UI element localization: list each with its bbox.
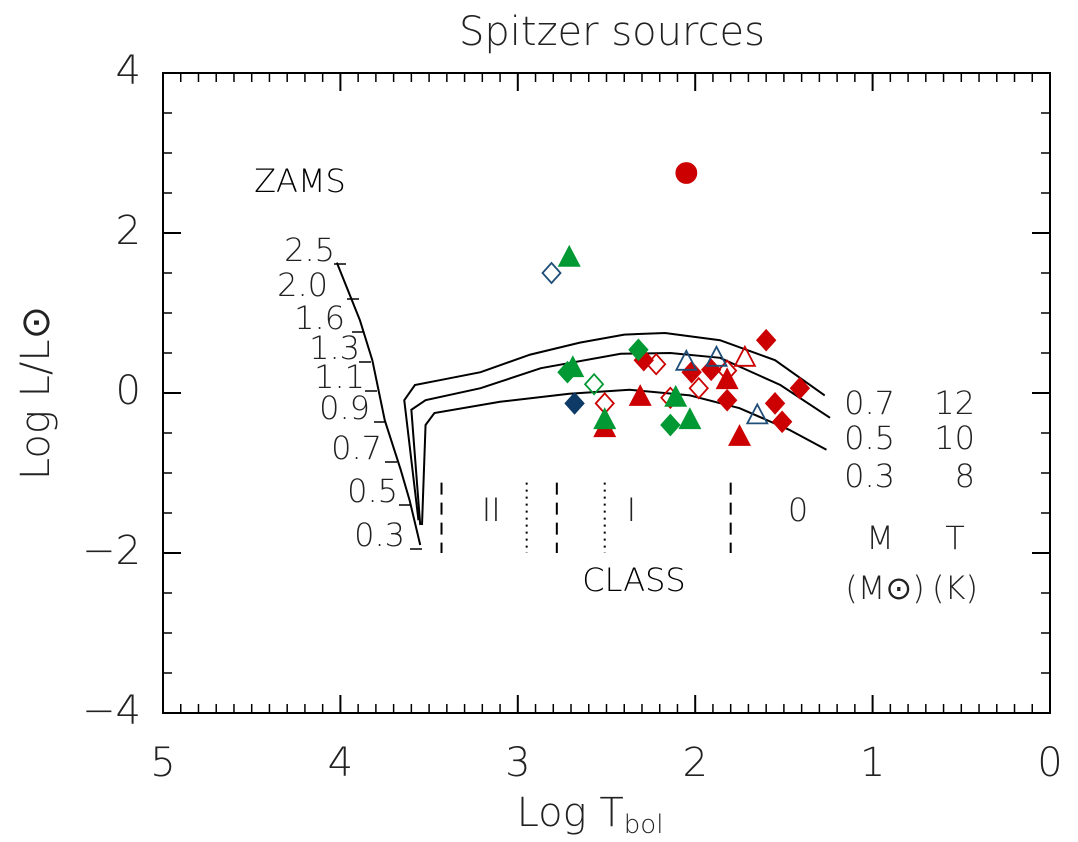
data-point [628,384,652,406]
track-temp-label: 12 [934,384,975,422]
data-point [628,338,649,362]
class-name: I [627,491,636,529]
data-point [688,376,709,400]
x-tick-label: 0 [1037,740,1062,786]
x-tick-label: 5 [150,740,175,786]
data-point [716,388,738,412]
zams-mass-label: 0.5 [347,472,398,510]
data-point [664,384,688,407]
data-point [660,413,681,437]
data-point [733,344,757,367]
zams-mass-label: 2.5 [284,231,335,269]
zams-line [335,262,422,546]
data-point [557,244,581,267]
data-point [678,407,702,430]
data-point [789,376,811,400]
x-tick-label: 1 [860,740,885,786]
y-tick-label: 4 [116,48,141,94]
x-tick-label: 3 [505,740,530,786]
x-label-sub: bol [624,810,664,840]
x-tick-label: 4 [328,740,353,786]
zams-mass-label: 2.0 [277,266,328,304]
class-name: 0 [788,491,808,529]
zams-mass-label: 1.6 [294,299,345,337]
isochrone-track [403,331,826,521]
data-point [764,392,786,415]
zams-mass-label: 1.3 [309,329,360,367]
data-point [704,344,728,367]
x-tick-label: 2 [682,740,707,786]
data-point [564,392,585,415]
data-point [745,402,769,425]
data-point [728,424,752,446]
class-name: II [482,491,501,529]
track-temp-label: 8 [955,457,975,495]
temp-header: T [945,519,965,557]
isochrone-track [410,351,831,526]
data-point [771,410,793,434]
data-point [674,348,698,371]
class-label: CLASS [582,561,685,599]
zams-mass-label: 0.3 [354,516,405,554]
zams-mass-label: 0.9 [319,389,370,427]
zams-mass-label: 0.7 [331,429,382,467]
data-point [675,162,698,184]
data-point [583,372,605,396]
mass-unit: (M⊙) [845,569,924,607]
x-axis-label: Log Tbol [517,790,664,840]
data-point [681,360,702,384]
y-tick-label: 0 [116,368,141,414]
data-point [700,358,722,382]
data-point [593,407,617,430]
data-point [557,360,578,384]
y-tick-label: 2 [116,208,141,254]
zams-mass-label: 1.1 [314,358,365,396]
data-point [541,261,562,285]
temp-unit: (K) [932,569,978,607]
y-tick-label: −4 [82,688,141,734]
y-axis-label: Log L/L⊙ [13,306,59,480]
y-tick-label: −2 [82,528,141,574]
track-temp-label: 10 [934,419,975,457]
x-label-main: Log T [517,790,624,836]
data-point [715,367,739,390]
data-point [645,352,667,376]
mass-header: M [866,519,894,557]
data-point [755,328,777,352]
track-mass-label: 0.7 [844,384,895,422]
track-mass-label: 0.3 [844,457,895,495]
chart-title: Spitzer sources [459,9,765,55]
zams-label: ZAMS [254,162,346,200]
track-mass-label: 0.5 [844,419,895,457]
